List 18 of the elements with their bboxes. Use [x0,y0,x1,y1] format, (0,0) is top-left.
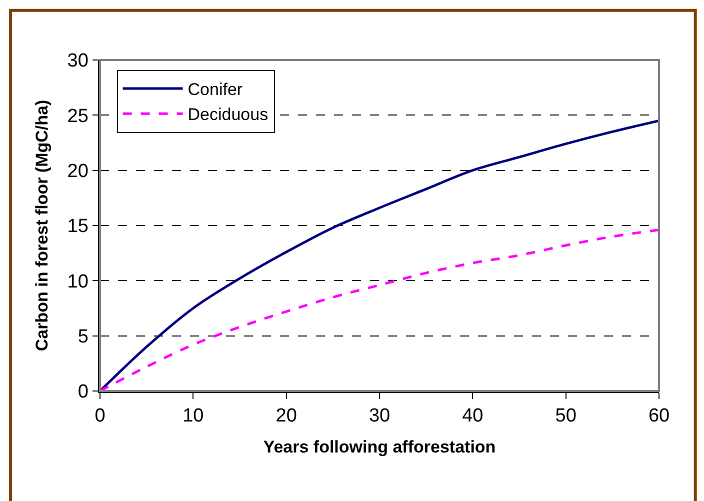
y-tick-label: 30 [67,50,88,72]
x-tick-label: 50 [555,406,576,427]
x-tick-label: 40 [462,406,484,427]
x-tick-label: 30 [368,406,390,427]
x-tick-label: 20 [276,406,297,427]
legend-label: Deciduous [188,105,268,124]
y-tick-label: 25 [67,106,88,127]
y-tick-label: 5 [78,326,88,348]
y-tick-label: 15 [67,216,88,238]
y-tick-label: 20 [67,160,88,182]
x-axis-title: Years following afforestation [263,437,496,456]
y-tick-label: 10 [67,271,88,292]
y-tick-label: 0 [78,382,88,403]
legend-label: Conifer [188,80,243,100]
y-axis-title: Carbon in forest floor (MgC/ha) [32,100,52,352]
x-tick-label: 10 [182,406,204,427]
x-tick-label: 60 [648,406,670,427]
x-tick-label: 0 [94,406,106,427]
